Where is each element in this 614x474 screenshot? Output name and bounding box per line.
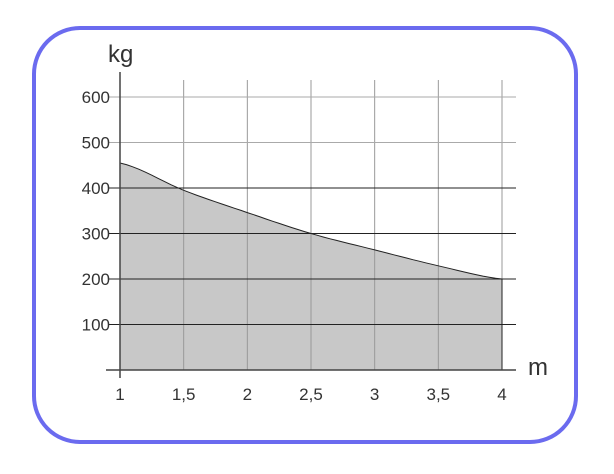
data-line: [119, 162, 503, 280]
x-tick-label: 2,5: [299, 385, 323, 404]
y-tick-label: 200: [82, 270, 110, 289]
x-tick-label: 4: [497, 385, 506, 404]
x-tick-label: 2: [243, 385, 252, 404]
y-tick-label: 400: [82, 179, 110, 198]
x-tick-label: 1: [115, 385, 124, 404]
x-tick-label: 3,5: [427, 385, 451, 404]
x-tick-label: 3: [370, 385, 379, 404]
y-tick-label: 100: [82, 316, 110, 335]
y-tick-label: 600: [82, 88, 110, 107]
x-axis-label: m: [528, 354, 548, 381]
chart-frame: [32, 26, 578, 444]
y-tick-label: 500: [82, 134, 110, 153]
y-axis-label: kg: [108, 41, 133, 68]
x-tick-label: 1,5: [172, 385, 196, 404]
y-tick-label: 300: [82, 225, 110, 244]
